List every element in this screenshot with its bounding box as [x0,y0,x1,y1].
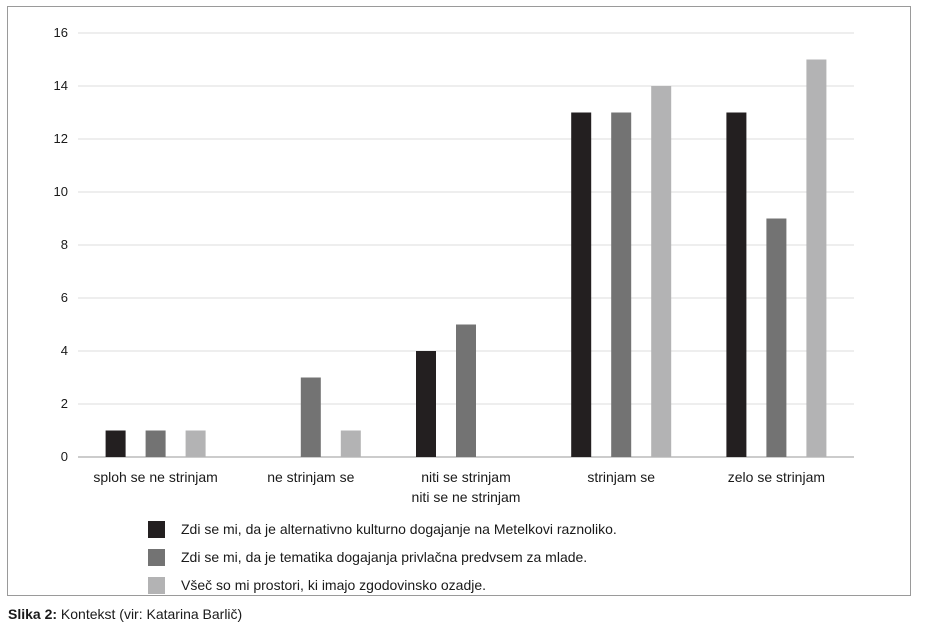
x-category-label: strinjam se [587,469,655,485]
legend: Zdi se mi, da je alternativno kulturno d… [148,515,617,599]
x-category-label: zelo se strinjam [728,469,825,485]
bar [806,59,827,457]
x-category-label: ne strinjam se [267,469,354,485]
bar [726,112,747,457]
y-tick-label: 14 [54,78,68,93]
figure-frame: 0 2 4 6 8 10 12 14 16 sploh se ne strinjam ne stri… [7,6,911,596]
y-tick-label: 6 [61,290,68,305]
legend-swatch [148,576,165,594]
legend-item: Zdi se mi, da je tematika dogajanja priv… [148,543,617,571]
y-tick-label: 12 [54,131,68,146]
legend-swatch [148,548,165,566]
bar [145,430,166,457]
y-tick-label: 8 [61,237,68,252]
bar [456,324,476,457]
bar [340,430,361,457]
legend-label: Zdi se mi, da je alternativno kulturno d… [181,521,617,537]
bar [651,86,672,457]
bar [185,430,206,457]
y-tick-label: 4 [61,343,68,358]
bar [766,218,787,457]
x-category-label: niti se ne strinjam [412,489,521,505]
bar [300,377,321,457]
caption-text: Kontekst (vir: Katarina Barlič) [57,606,243,622]
legend-label: Zdi se mi, da je tematika dogajanja priv… [181,549,588,565]
legend-item: Zdi se mi, da je alternativno kulturno d… [148,515,617,543]
y-tick-label: 10 [54,184,68,199]
x-category-label: sploh se ne strinjam [93,469,218,485]
y-tick-label: 2 [61,396,68,411]
legend-label: Všeč so mi prostori, ki imajo zgodovinsk… [181,577,487,593]
caption-label: Slika 2: [8,606,58,622]
y-tick-label: 0 [61,449,68,464]
legend-swatch [148,520,165,538]
figure-caption: Slika 2: Kontekst (vir: Katarina Barlič) [8,606,242,622]
bar [105,430,126,457]
bar-chart: 0 2 4 6 8 10 12 14 16 sploh se ne strinjam ne stri… [54,25,854,505]
bar [571,112,592,457]
bar [416,351,436,457]
legend-item: Všeč so mi prostori, ki imajo zgodovinsk… [148,571,617,599]
y-tick-label: 16 [54,25,68,40]
bar [611,112,632,457]
x-category-label: niti se strinjam [421,469,510,485]
